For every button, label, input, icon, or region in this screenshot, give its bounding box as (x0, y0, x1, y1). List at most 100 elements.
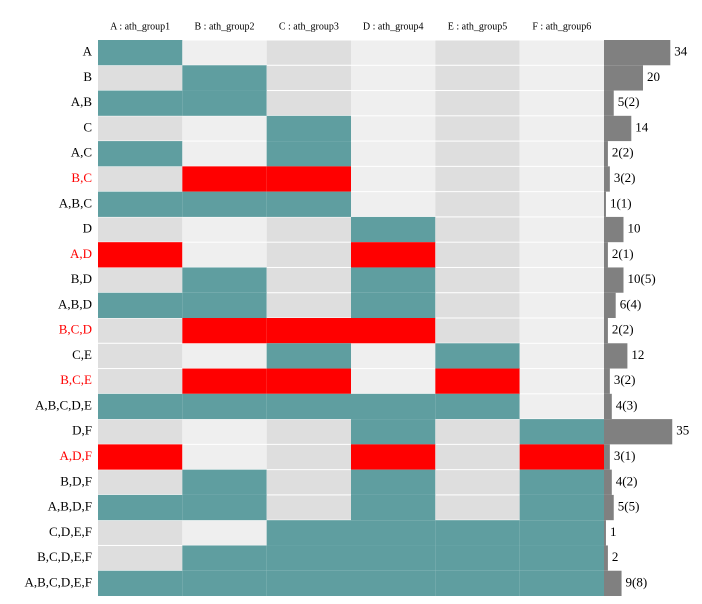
value-label: 4(3) (616, 397, 638, 412)
row-label: A,C (71, 145, 92, 160)
member-cell (98, 393, 183, 420)
member-cell (98, 570, 183, 596)
member-cell (351, 393, 436, 420)
empty-cell (435, 242, 520, 267)
empty-cell (351, 343, 436, 369)
value-label: 1(1) (610, 195, 632, 210)
empty-cell (351, 192, 436, 217)
empty-cell (266, 419, 351, 444)
member-cell (519, 444, 604, 470)
empty-cell (266, 495, 351, 520)
bar (604, 494, 614, 521)
row-label: B,D (71, 271, 92, 286)
member-cell (435, 393, 520, 420)
member-cell (182, 191, 267, 217)
row-label: B (83, 69, 92, 84)
member-cell (351, 494, 436, 521)
empty-cell (519, 217, 604, 242)
member-cell (351, 570, 436, 596)
empty-cell (98, 470, 183, 495)
row-label: A,D,F (59, 448, 92, 463)
empty-cell (519, 116, 604, 141)
member-cell (266, 570, 351, 596)
value-label: 34 (674, 44, 688, 59)
empty-cell (98, 318, 183, 343)
column-header: A : ath_group1 (110, 21, 170, 32)
value-label: 9(8) (626, 574, 648, 589)
value-label: 5(5) (618, 499, 640, 514)
member-cell (519, 469, 604, 495)
empty-cell (519, 40, 604, 65)
empty-cell (519, 293, 604, 318)
row-label: A,B,C,D,E,F (24, 574, 92, 589)
empty-cell (519, 394, 604, 419)
row-label: B,C,E (60, 372, 92, 387)
member-cell (182, 166, 267, 192)
bar (604, 318, 608, 344)
empty-cell (98, 166, 183, 192)
member-cell (98, 242, 183, 268)
empty-cell (266, 40, 351, 65)
empty-cell (519, 192, 604, 217)
empty-cell (519, 343, 604, 369)
member-cell (435, 343, 520, 369)
empty-cell (98, 267, 183, 293)
member-cell (266, 520, 351, 546)
member-cell (182, 267, 267, 293)
row-label: A,B,C,D,E (35, 397, 92, 412)
bar (604, 242, 608, 268)
empty-cell (435, 267, 520, 293)
row-label: A,D (70, 246, 92, 261)
member-cell (435, 570, 520, 596)
member-cell (182, 292, 267, 318)
empty-cell (435, 91, 520, 116)
member-cell (182, 65, 267, 91)
bar (604, 65, 643, 91)
member-cell (351, 318, 436, 344)
empty-cell (435, 293, 520, 318)
member-cell (351, 267, 436, 293)
member-cell (351, 444, 436, 470)
value-label: 3(2) (614, 170, 636, 185)
member-cell (98, 90, 183, 116)
member-cell (351, 520, 436, 546)
empty-cell (519, 267, 604, 293)
bar (604, 40, 671, 66)
member-cell (182, 469, 267, 495)
bar (604, 292, 616, 318)
member-cell (435, 368, 520, 394)
empty-cell (519, 166, 604, 192)
empty-cell (519, 141, 604, 166)
empty-cell (182, 520, 267, 545)
empty-cell (351, 369, 436, 394)
empty-cell (182, 242, 267, 267)
empty-cell (351, 91, 436, 116)
empty-cell (98, 369, 183, 394)
bar (604, 469, 612, 495)
bar (604, 166, 610, 192)
empty-cell (435, 192, 520, 217)
value-label: 20 (647, 69, 660, 84)
empty-cell (98, 419, 183, 444)
empty-cell (435, 40, 520, 65)
row-label: B,C (71, 170, 92, 185)
bar (604, 520, 606, 546)
column-header: B : ath_group2 (195, 21, 255, 32)
column-header: C : ath_group3 (279, 21, 339, 32)
member-cell (266, 343, 351, 369)
empty-cell (98, 65, 183, 91)
value-label: 3(1) (614, 448, 636, 463)
member-cell (519, 419, 604, 445)
empty-cell (182, 343, 267, 369)
member-cell (266, 141, 351, 167)
empty-cell (519, 318, 604, 343)
value-label: 6(4) (620, 296, 642, 311)
column-header: E : ath_group5 (448, 21, 507, 32)
member-cell (98, 494, 183, 521)
empty-cell (435, 65, 520, 91)
value-label: 35 (676, 423, 689, 438)
empty-cell (519, 369, 604, 394)
member-cell (266, 166, 351, 192)
member-cell (351, 242, 436, 268)
value-label: 3(2) (614, 372, 636, 387)
